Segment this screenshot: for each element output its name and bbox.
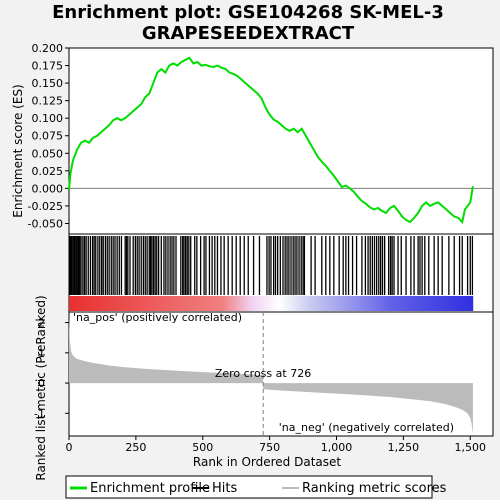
legend-box — [65, 475, 433, 499]
es-y-tick-label: -0.025 — [28, 200, 63, 213]
es-y-tick-label: 0.150 — [32, 77, 64, 90]
hit-markers — [68, 236, 474, 295]
x-tick-label: 1,250 — [388, 441, 420, 454]
rank-y-tick-label: -1 — [34, 407, 45, 420]
es-y-tick-label: 0.000 — [32, 182, 64, 195]
rank-y-tick-label: 1 — [38, 347, 45, 360]
es-y-tick-label: 0.175 — [32, 60, 64, 73]
zero-cross-label: Zero cross at 726 — [215, 367, 311, 380]
x-tick-label: 250 — [125, 441, 146, 454]
es-y-tick-label: 0.025 — [32, 165, 64, 178]
es-y-tick-label: 0.050 — [32, 147, 64, 160]
legend-label: Hits — [212, 481, 237, 496]
x-tick-label: 750 — [259, 441, 280, 454]
legend-label: Ranking metric scores — [302, 481, 447, 496]
legend: Enrichment profile Hits Ranking metric sco… — [70, 481, 447, 496]
es-y-axis-label: Enrichment score (ES) — [11, 84, 25, 217]
chart-title-line1: Enrichment plot: GSE104268 SK-MEL-3 — [52, 2, 444, 23]
x-tick-label: 1,000 — [321, 441, 353, 454]
enrichment-profile-line — [68, 56, 474, 225]
negative-correlation-label: 'na_neg' (negatively correlated) — [279, 421, 454, 434]
legend-label: Enrichment profile — [90, 481, 210, 496]
x-axis-ticks: 0 250 500 750 1,000 1,250 1,500 — [66, 436, 487, 454]
rank-y-tick-label: 0 — [38, 377, 45, 390]
es-y-tick-label: 0.125 — [32, 95, 64, 108]
ranking-heatmap-bar — [69, 296, 474, 311]
es-y-tick-label: 0.100 — [32, 112, 64, 125]
x-tick-label: 0 — [66, 441, 73, 454]
es-y-tick-label: 0.075 — [32, 130, 64, 143]
es-y-axis-ticks: -0.050 -0.025 0.000 0.025 0.050 0.075 0.100 0.1… — [28, 42, 69, 230]
ranking-metric-area — [69, 316, 473, 435]
x-axis-label: Rank in Ordered Dataset — [193, 455, 341, 469]
es-y-tick-label: -0.050 — [28, 217, 63, 230]
rank-y-axis-ticks: -1 0 1 2 — [34, 317, 69, 420]
rank-y-tick-label: 2 — [38, 317, 45, 330]
x-tick-label: 1,500 — [455, 441, 487, 454]
chart-title-line2: GRAPESEEDEXTRACT — [142, 23, 355, 44]
es-y-tick-label: 0.200 — [32, 42, 64, 55]
rank-y-axis-label: Ranked list metric (PreRanked) — [34, 295, 48, 480]
positive-correlation-label: 'na_pos' (positively correlated) — [73, 311, 242, 324]
es-panel-background — [68, 47, 494, 235]
x-tick-label: 500 — [192, 441, 213, 454]
